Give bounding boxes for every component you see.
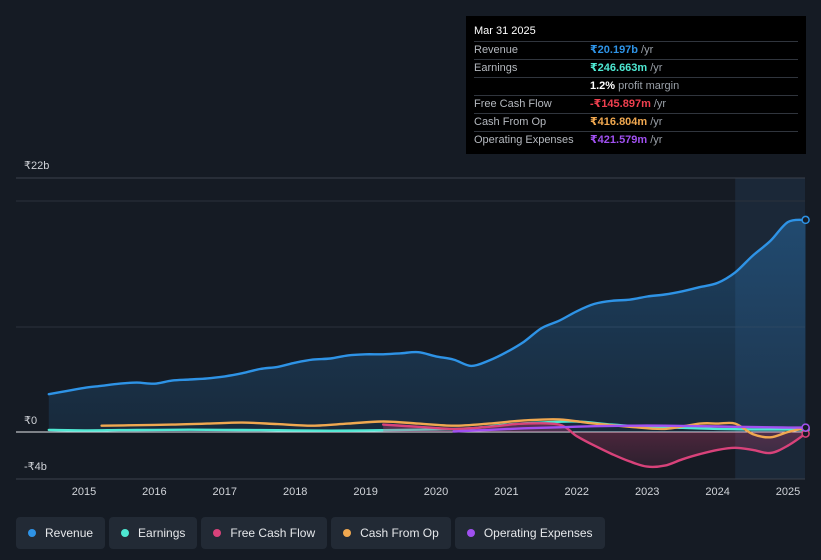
tooltip-row-label: Free Cash Flow: [474, 98, 552, 110]
legend-label: Cash From Op: [360, 526, 439, 540]
legend-item-free-cash-flow[interactable]: Free Cash Flow: [201, 517, 328, 549]
legend-dot-icon: [121, 529, 130, 537]
legend-dot-icon: [343, 529, 352, 537]
tooltip-row-unit: /yr: [641, 44, 654, 56]
series-line-operating-expenses: [452, 424, 807, 433]
tooltip-row-value: -₹145.897m: [590, 98, 651, 110]
series-line-revenue: [47, 218, 807, 396]
series-area-revenue: [48, 219, 806, 432]
x-tick-label: 2025: [776, 486, 800, 498]
tooltip-row-unit: profit margin: [618, 80, 680, 92]
tooltip-row: 1.2% profit margin: [474, 77, 798, 95]
x-tick-label: 2021: [494, 486, 518, 498]
series-end-marker-revenue: [801, 215, 810, 225]
tooltip-row-label: Earnings: [474, 62, 518, 74]
legend: Revenue Earnings Free Cash Flow Cash From O…: [16, 517, 605, 549]
tooltip-row-label: Operating Expenses: [474, 134, 574, 146]
tooltip-row-unit: /yr: [650, 134, 663, 146]
tooltip-row-label: Revenue: [474, 44, 519, 56]
tooltip-panel: Mar 31 2025 Revenue ₹20.197b/yr Earnings ₹2…: [466, 16, 806, 154]
x-tick-label: 2017: [213, 486, 237, 498]
legend-label: Earnings: [138, 526, 186, 540]
tooltip-row: Earnings ₹246.663m/yr: [474, 59, 798, 77]
tooltip-row-value: ₹416.804m: [590, 116, 648, 128]
tooltip-row-value: ₹421.579m: [590, 134, 648, 146]
series-line-free-cash-flow: [382, 422, 807, 469]
legend-dot-icon: [28, 529, 36, 537]
legend-label: Free Cash Flow: [230, 526, 316, 540]
tooltip-row: Revenue ₹20.197b/yr: [474, 41, 798, 59]
x-tick-label: 2020: [424, 486, 448, 498]
x-tick-label: 2019: [353, 486, 377, 498]
tooltip-row-unit: /yr: [650, 62, 663, 74]
tooltip-row-unit: /yr: [653, 98, 667, 110]
tooltip-row-value: ₹246.663m: [590, 62, 648, 74]
x-tick-label: 2022: [565, 486, 589, 498]
tooltip-row-value: ₹20.197b: [590, 44, 639, 56]
x-tick-label: 2018: [283, 486, 307, 498]
y-tick-label: ₹0: [24, 415, 37, 427]
tooltip-row: Operating Expenses ₹421.579m/yr: [474, 131, 798, 149]
x-tick-label: 2016: [142, 486, 166, 498]
legend-label: Revenue: [45, 526, 94, 540]
legend-dot-icon: [466, 529, 475, 537]
x-tick-label: 2015: [72, 486, 96, 498]
tooltip-row-label: [474, 78, 590, 95]
tooltip-date: Mar 31 2025: [474, 25, 536, 37]
y-tick-label: ₹22b: [24, 160, 49, 172]
tooltip-row-value: 1.2%: [590, 80, 616, 92]
legend-label: Operating Expenses: [483, 526, 593, 540]
tooltip-row-label: Cash From Op: [474, 116, 547, 128]
x-tick-label: 2023: [635, 486, 659, 498]
tooltip-row-unit: /yr: [650, 116, 663, 128]
legend-dot-icon: [213, 529, 222, 537]
legend-item-operating-expenses[interactable]: Operating Expenses: [454, 517, 605, 549]
legend-item-earnings[interactable]: Earnings: [109, 517, 198, 549]
tooltip-row: Cash From Op ₹416.804m/yr: [474, 113, 798, 131]
x-tick-label: 2024: [705, 486, 729, 498]
tooltip-row: Free Cash Flow -₹145.897m/yr: [474, 95, 798, 113]
series-end-marker-operating-expenses: [801, 423, 810, 432]
legend-item-revenue[interactable]: Revenue: [16, 517, 106, 549]
y-tick-label: -₹4b: [24, 461, 47, 473]
chart: ₹22b ₹0 -₹4b 2015 2016 2017 2018 2019 2020 2021 20…: [16, 160, 810, 498]
series-line-cash-from-op: [100, 418, 807, 439]
legend-item-cash-from-op[interactable]: Cash From Op: [331, 517, 451, 549]
